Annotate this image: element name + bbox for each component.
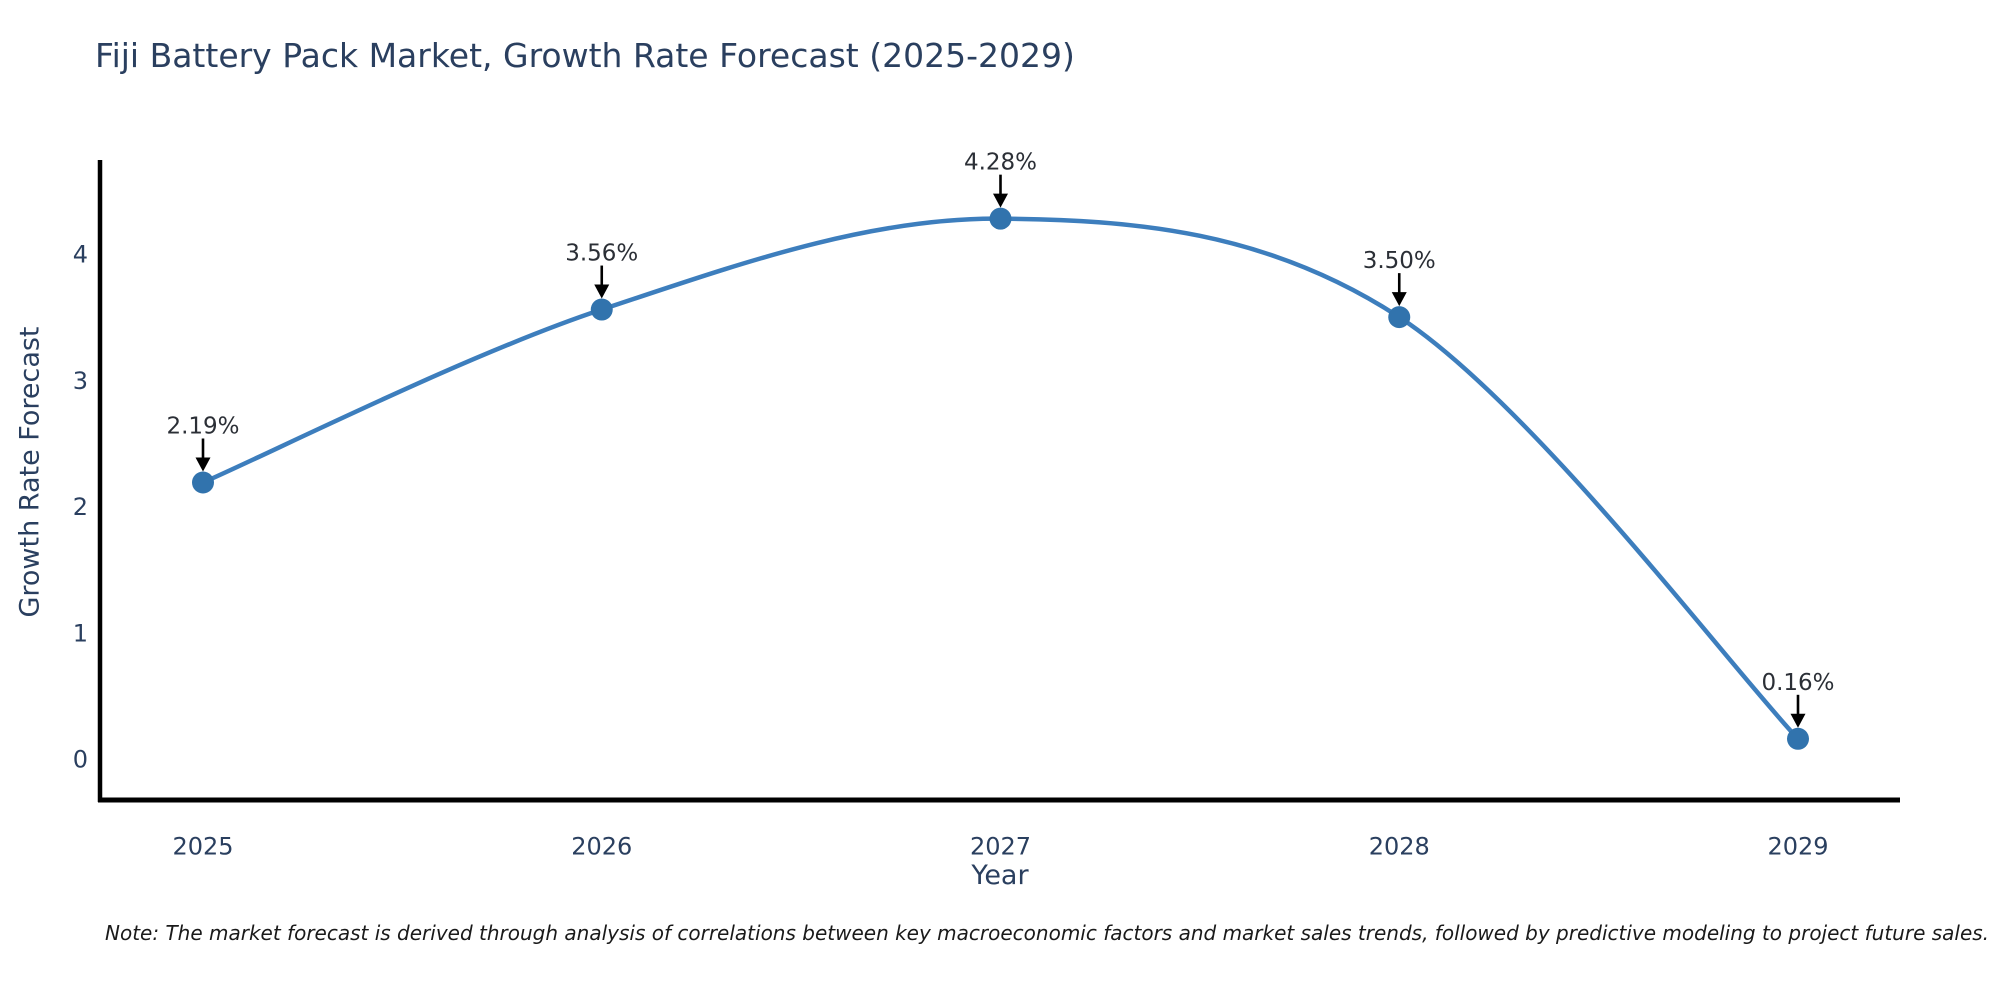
annotation-arrowhead xyxy=(1790,713,1806,728)
x-axis-title: Year xyxy=(971,860,1029,891)
x-tick-label: 2026 xyxy=(571,833,632,861)
y-tick-label: 0 xyxy=(73,746,88,774)
data-point-label: 0.16% xyxy=(1761,670,1834,696)
y-tick-label: 1 xyxy=(73,619,88,647)
x-tick-label: 2029 xyxy=(1767,833,1828,861)
data-point-marker xyxy=(1388,306,1411,329)
annotation-arrowhead xyxy=(195,457,211,472)
footnote: Note: The market forecast is derived thr… xyxy=(105,921,1990,945)
forecast-line xyxy=(200,216,1801,742)
annotation-arrowhead xyxy=(1391,292,1407,307)
data-point-marker xyxy=(989,207,1012,230)
data-point-marker xyxy=(192,471,214,494)
data-point-marker xyxy=(590,298,613,321)
data-point-marker xyxy=(1787,727,1809,750)
chart-title: Fiji Battery Pack Market, Growth Rate Fo… xyxy=(95,36,1075,75)
data-point-label: 4.28% xyxy=(964,150,1037,176)
data-point-label: 2.19% xyxy=(166,414,239,440)
x-tick-label: 2027 xyxy=(970,833,1031,861)
x-tick-label: 2025 xyxy=(172,833,233,861)
annotation-arrowhead xyxy=(594,284,610,299)
x-tick-label: 2028 xyxy=(1369,833,1430,861)
y-tick-label: 4 xyxy=(73,241,88,269)
data-point-label: 3.56% xyxy=(565,241,638,267)
y-tick-label: 2 xyxy=(73,493,88,521)
annotation-arrowhead xyxy=(993,193,1008,208)
y-tick-label: 3 xyxy=(73,367,88,395)
data-point-label: 3.50% xyxy=(1363,248,1436,274)
